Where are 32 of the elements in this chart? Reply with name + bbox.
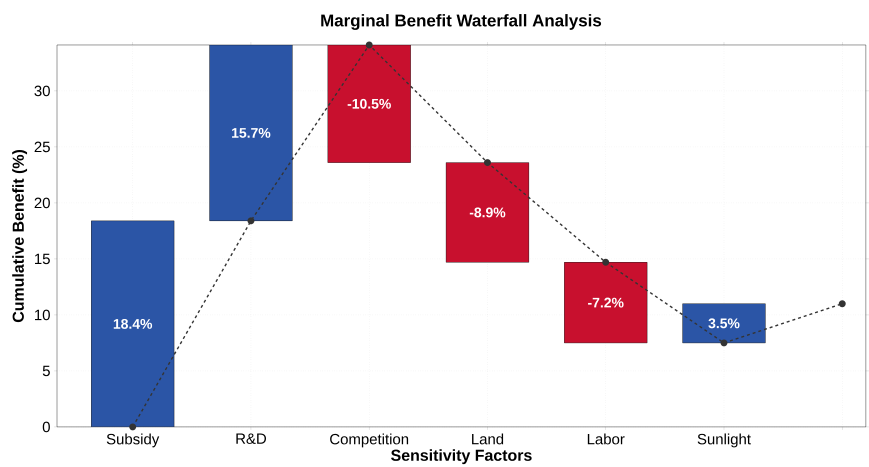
bar: [446, 162, 530, 262]
x-tick-label: Competition: [330, 433, 408, 448]
x-axis-title: Sensitivity Factors: [391, 449, 532, 464]
data-label: -7.2%: [588, 297, 624, 308]
data-label: 15.7%: [232, 128, 270, 138]
data-label: -8.9%: [470, 207, 506, 218]
y-tick-label: 20: [34, 197, 50, 208]
y-tick-label: 30: [34, 85, 50, 96]
y-tick-label: 15: [35, 254, 50, 264]
point: [247, 217, 254, 224]
x-tick-label: Labor: [588, 433, 625, 444]
bar: [682, 303, 766, 343]
point: [720, 339, 728, 346]
y-axis-title: Cumulative Benefit (%): [12, 150, 28, 322]
x-tick-label: R&D: [236, 433, 266, 444]
point: [838, 300, 846, 308]
point: [366, 41, 373, 48]
y-tick-label: 5: [42, 366, 50, 376]
x-tick-label: Sunlight: [698, 433, 751, 448]
x-tick-label: Land: [472, 433, 504, 444]
point: [484, 158, 491, 166]
chart-title: Marginal Benefit Waterfall Analysis: [321, 14, 602, 30]
bar: [564, 262, 648, 343]
point: [129, 423, 136, 430]
data-label: 3.5%: [708, 318, 740, 328]
data-label: -10.5%: [348, 98, 391, 109]
y-tick-label: 0: [42, 421, 50, 432]
x-tick-label: Subsidy: [106, 433, 160, 448]
y-tick-label: 10: [35, 309, 50, 320]
y-tick-label: 25: [34, 141, 50, 152]
data-label: 18.4%: [114, 318, 152, 329]
point: [602, 258, 610, 266]
